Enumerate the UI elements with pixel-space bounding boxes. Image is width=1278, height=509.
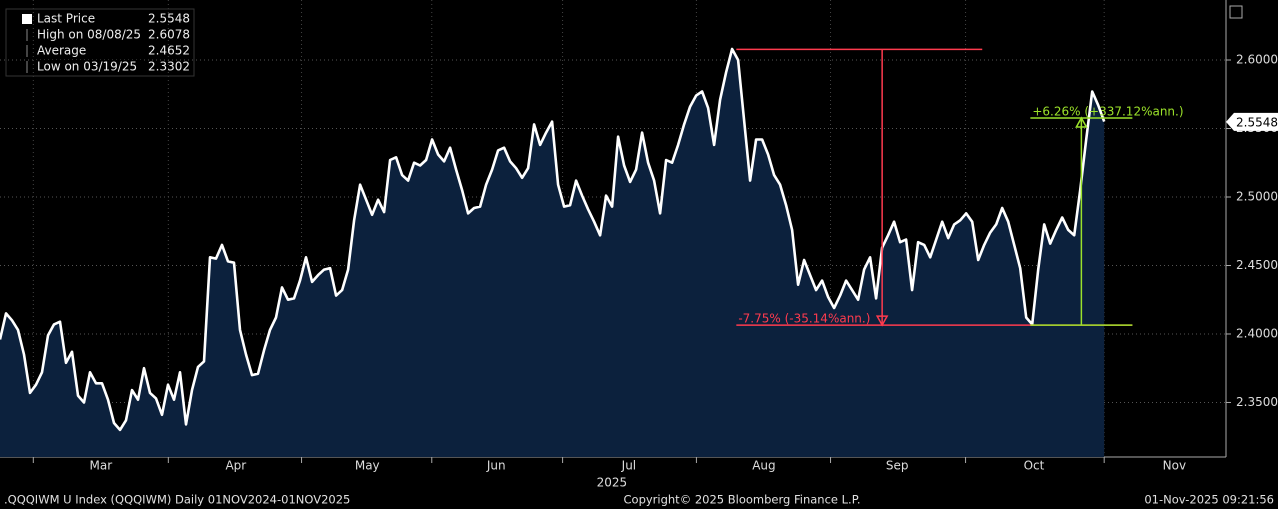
last-price-tag [1226,112,1278,131]
plot-area: 2.35002.40002.45002.50002.55002.6000MarA… [0,0,1278,490]
last-price-label: 2.5548 [1236,115,1278,129]
legend-bg [34,12,142,27]
legend-swatch [22,14,32,24]
legend-frame [5,8,195,77]
x-tick-label: Mar [89,459,112,473]
x-tick-label: Aug [752,459,775,473]
y-tick-label: 2.6000 [1236,53,1278,67]
legend-label: Last Price [37,12,95,26]
legend-value: 2.6078 [148,28,190,42]
legend-value: 2.4652 [148,44,190,58]
measure-label: -7.75% (-35.14%ann.) [738,312,870,326]
x-tick-label: Nov [1163,459,1186,473]
x-tick-label: Oct [1024,459,1045,473]
legend-value: 2.5548 [148,12,190,26]
x-tick-label: May [355,459,380,473]
y-tick-label: 2.5000 [1236,189,1278,203]
y-tick-label: 2.3500 [1236,395,1278,409]
x-tick-label: Sep [886,459,909,473]
year-label: 2025 [597,476,628,490]
measure-label: +6.26% (+337.12%ann.) [1032,104,1183,118]
legend-label: High on 08/08/25 [37,28,141,42]
measure-arrow [875,315,889,327]
legend-bg [34,60,142,75]
x-tick-label: Jul [621,459,636,473]
footer-left: .QQQIWM U Index (QQQIWM) Daily 01NOV2024… [4,493,350,507]
footer-center: Copyright© 2025 Bloomberg Finance L.P. [624,493,861,507]
corner-icon [1229,5,1243,19]
footer-right: 01-Nov-2025 09:21:56 [1144,493,1274,507]
legend-bg [34,44,142,59]
x-tick-label: Jun [486,459,506,473]
y-tick-label: 2.4500 [1236,258,1278,272]
legend-label: Low on 03/19/25 [37,60,137,74]
x-tick-label: Apr [225,459,246,473]
legend-label: Average [37,44,86,58]
legend-bg [34,28,142,43]
price-line [0,47,1106,432]
legend-value: 2.3302 [148,60,190,74]
y-tick-label: 2.4000 [1236,326,1278,340]
area-fill [0,49,1105,457]
measure-arrow [1075,116,1088,128]
